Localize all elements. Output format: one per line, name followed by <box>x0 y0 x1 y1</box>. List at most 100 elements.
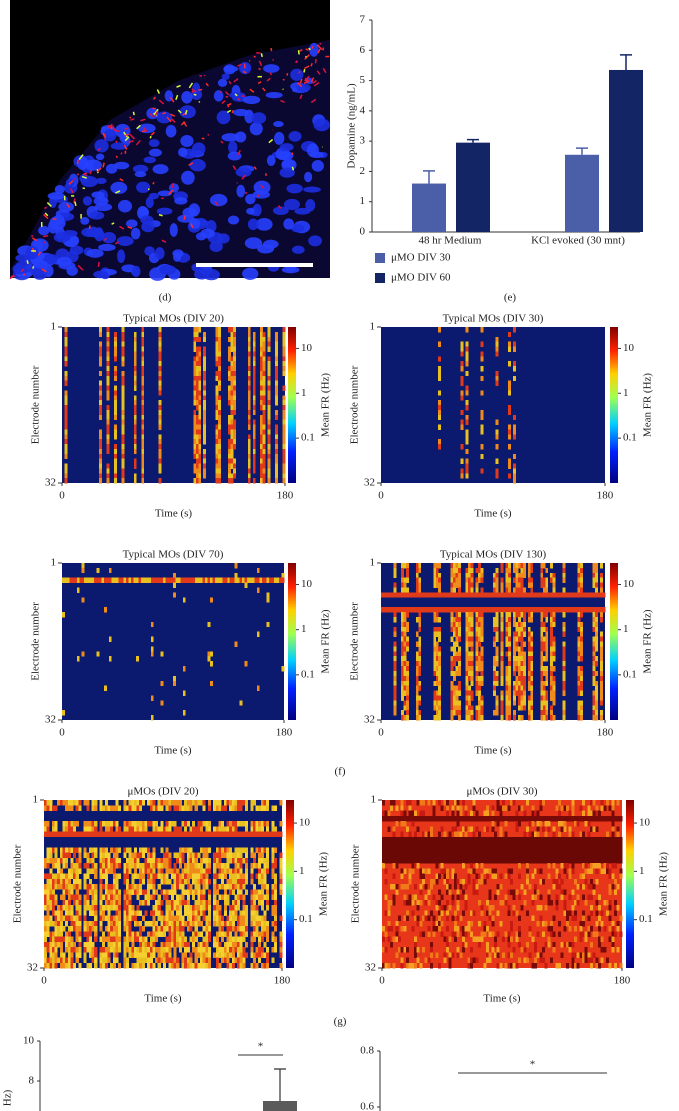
heatmap-cell <box>480 651 484 657</box>
heatmap-cell <box>173 868 177 874</box>
heatmap-cell <box>152 931 156 937</box>
heatmap-cell <box>75 905 79 911</box>
heatmap-cell <box>237 926 241 932</box>
heatmap-cell <box>226 857 230 864</box>
heatmap-cell <box>495 631 499 637</box>
heatmap-cell <box>195 400 199 406</box>
heatmap-cell <box>141 889 145 895</box>
heatmap-cell <box>458 616 462 623</box>
heatmap-cell <box>197 931 201 937</box>
x-tick-label: 0 <box>59 490 65 502</box>
nucleus <box>101 231 117 244</box>
heatmap-cell <box>242 952 246 958</box>
heatmap-cell <box>123 878 127 885</box>
heatmap-cell <box>213 905 217 911</box>
heatmap-cell <box>141 444 145 450</box>
heatmap-cell <box>99 899 103 906</box>
heatmap-cell <box>443 957 447 964</box>
heatmap-cell <box>141 863 145 869</box>
heatmap-cell <box>252 439 256 445</box>
heatmap-cell <box>530 631 534 637</box>
nucleus <box>245 193 256 205</box>
heatmap-cell <box>263 857 267 864</box>
heatmap-cell <box>99 905 103 911</box>
heatmap-cell <box>422 815 426 822</box>
heatmap-cell <box>271 577 275 584</box>
heatmap-cell <box>120 831 124 838</box>
heatmap-cell <box>131 863 135 869</box>
heatmap-cell <box>106 448 110 455</box>
heatmap-cell <box>70 910 74 916</box>
nucleus <box>227 215 240 225</box>
heatmap-cell <box>451 857 455 864</box>
heatmap-cell <box>205 857 209 864</box>
heatmap-cell <box>228 370 231 377</box>
heatmap-cell <box>149 910 153 916</box>
heatmap-cell <box>258 889 262 895</box>
heatmap-cell <box>94 962 98 969</box>
heatmap-cell <box>260 473 264 479</box>
heatmap-cell <box>252 375 256 382</box>
nucleus <box>95 153 105 161</box>
marker-stain <box>310 98 317 104</box>
heatmap-cell <box>170 920 174 927</box>
heatmap-cell <box>160 952 164 958</box>
heatmap-cell <box>495 705 499 711</box>
heatmap-cell <box>542 700 546 706</box>
heatmap-cell <box>443 852 447 859</box>
heatmap-cell <box>182 690 186 696</box>
heatmap-cell <box>413 592 417 598</box>
heatmap-cell <box>54 873 58 880</box>
heatmap-cell <box>530 641 534 647</box>
heatmap-cell <box>197 852 201 859</box>
heatmap-cell <box>406 847 410 853</box>
heatmap-cell <box>176 920 180 927</box>
heatmap-cell <box>226 957 230 964</box>
heatmap-cell <box>592 626 596 633</box>
heatmap-cell <box>139 884 143 890</box>
heatmap-cell <box>83 831 87 838</box>
heatmap-cell <box>67 952 71 958</box>
heatmap-cell <box>438 646 442 652</box>
heatmap-cell <box>483 607 486 613</box>
heatmap-cell <box>176 878 180 885</box>
heatmap-cell <box>252 351 256 357</box>
heatmap-cell <box>545 675 549 682</box>
heatmap-cell <box>152 947 156 953</box>
marker-stain <box>78 154 84 160</box>
heatmap-cell <box>102 852 106 859</box>
heatmap-cell <box>545 641 549 647</box>
heatmap-cell <box>99 351 103 357</box>
heatmap-cell <box>440 815 444 822</box>
heatmap-cell <box>400 646 404 652</box>
heatmap-cell <box>73 941 77 948</box>
heatmap-cell <box>473 592 476 598</box>
heatmap-cell <box>163 957 167 964</box>
heatmap-cell <box>419 852 423 859</box>
heatmap-cell <box>70 868 74 874</box>
heatmap-cell <box>67 941 71 948</box>
heatmap-cell <box>400 616 404 623</box>
heatmap-cell <box>112 899 116 906</box>
heatmap-cell <box>600 661 603 667</box>
heatmap-cell <box>203 390 207 396</box>
heatmap-cell <box>400 710 404 716</box>
heatmap-cell <box>195 385 199 391</box>
heatmap-cell <box>136 863 140 869</box>
heatmap-cell <box>255 847 259 853</box>
heatmap-cell <box>178 847 182 853</box>
heatmap-cell <box>131 873 135 880</box>
heatmap-cell <box>157 868 161 874</box>
heatmap-cell <box>125 889 130 895</box>
heatmap-cell <box>178 878 182 885</box>
heatmap-cell <box>446 910 450 916</box>
marker-stain <box>297 82 303 88</box>
heatmap-cell <box>460 390 464 396</box>
heatmap-cell <box>414 863 418 869</box>
heatmap-cell <box>194 915 198 922</box>
heatmap-cell <box>520 592 524 598</box>
heatmap-cell <box>435 690 439 696</box>
heatmap-cell <box>181 962 185 969</box>
heatmap-cell <box>67 905 71 911</box>
x-tick-label: 180 <box>597 727 614 739</box>
